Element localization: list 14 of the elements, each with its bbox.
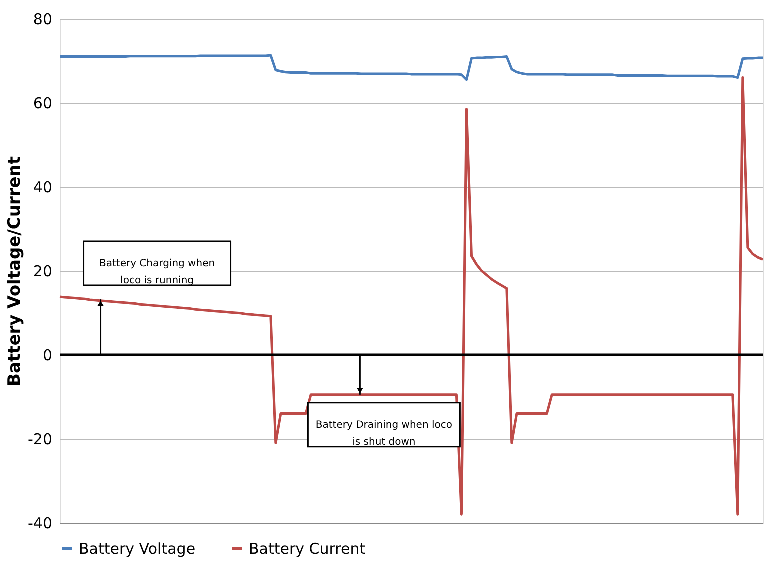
legend-label: Battery Voltage	[79, 540, 196, 558]
annotation: Battery Charging when loco is running	[99, 258, 216, 287]
line-series	[58, 76, 764, 516]
y-tick-label: -40	[28, 514, 52, 532]
y-tick-label: 60	[33, 94, 52, 112]
legend-label: Battery Current	[249, 540, 366, 558]
y-tick-label: 20	[33, 262, 52, 280]
y-tick-label: 0	[42, 346, 52, 364]
y-tick-label: 40	[33, 178, 52, 196]
y-tick-label: -20	[28, 430, 52, 448]
y-tick-label: 80	[33, 10, 52, 28]
annotation: Battery Draining when loco is shut down	[316, 420, 452, 448]
line-series	[58, 54, 764, 82]
y-axis-title: Battery Voltage/Current	[5, 156, 25, 386]
